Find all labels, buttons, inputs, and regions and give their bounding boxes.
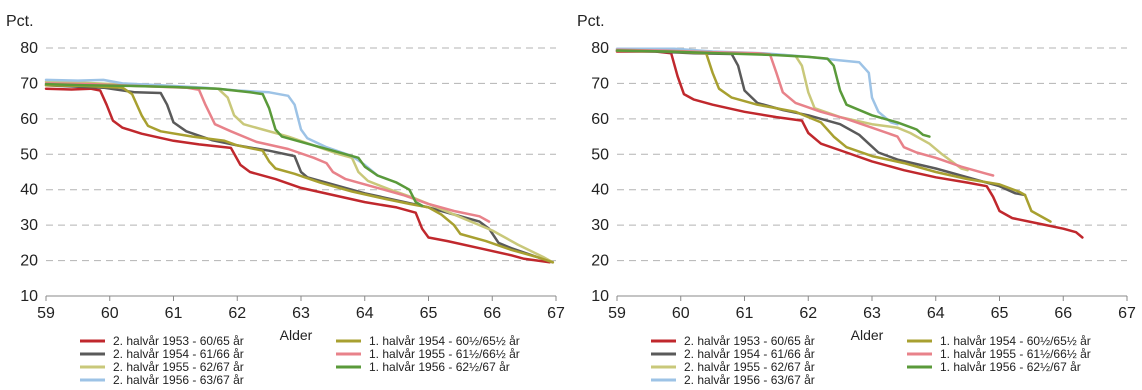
y-tick-label-40: 40: [591, 182, 609, 199]
y-tick-label-60: 60: [20, 111, 38, 128]
chart-panel-right: Pct. 10 20 30 40 50 60 70 80 59 60 61 62 63 64 65 66 67 Al…: [571, 0, 1142, 390]
x-axis-title: Alder: [280, 327, 313, 343]
x-tick-label-63: 63: [863, 305, 881, 322]
line-chart-left: Pct. 10 20 30 40 50 60 70 80 59 60 61 62 63 64 65 66 67 Al…: [6, 13, 565, 387]
x-tick-label-61: 61: [736, 305, 754, 322]
x-tick-label-64: 64: [356, 305, 374, 322]
x-tick-label-66: 66: [483, 305, 501, 322]
legend-label-0: 2. halvår 1953 - 60/65 år: [113, 334, 244, 348]
series-line-5: [615, 48, 995, 177]
y-tick-label-30: 30: [591, 217, 609, 234]
legend-label-5: 1. halvår 1955 - 61½/66½ år: [369, 347, 520, 361]
legend: 2. halvår 1953 - 60/65 år 1. halvår 1954 …: [80, 334, 520, 387]
legend-label-3: 2. halvår 1956 - 63/67 år: [113, 373, 244, 387]
series-line-4: [615, 49, 1052, 223]
x-tick-label-59: 59: [37, 305, 55, 322]
y-tick-label-50: 50: [20, 146, 38, 163]
series-line-4: [44, 83, 555, 264]
series-line-6: [44, 82, 424, 207]
series-line-1: [44, 83, 555, 264]
x-tick-label-67: 67: [547, 305, 565, 322]
chart-panel-left: Pct. 10 20 30 40 50 60 70 80 59 60 61 62 63 64 65 66 67 Al…: [6, 13, 565, 387]
y-tick-label-30: 30: [20, 217, 38, 234]
legend-label-4: 1. halvår 1954 - 60½/65½ år: [369, 334, 520, 348]
y-tick-label-60: 60: [591, 111, 609, 128]
y-tick-label-20: 20: [20, 253, 38, 270]
legend-label-4: 1. halvår 1954 - 60½/65½ år: [940, 334, 1091, 348]
legend-label-6: 1. halvår 1956 - 62½/67 år: [369, 360, 510, 374]
legend-label-3: 2. halvår 1956 - 63/67 år: [684, 373, 815, 387]
legend-label-1: 2. halvår 1954 - 61/66 år: [113, 347, 244, 361]
x-tick-label-62: 62: [799, 305, 817, 322]
y-axis-unit-label: Pct.: [577, 13, 605, 30]
y-axis-unit-label: Pct.: [6, 13, 34, 30]
x-tick-label-65: 65: [420, 305, 438, 322]
y-tick-label-70: 70: [591, 75, 609, 92]
x-tick-label-64: 64: [927, 305, 945, 322]
x-axis-title: Alder: [851, 327, 884, 343]
line-chart-right: Pct. 10 20 30 40 50 60 70 80 59 60 61 62 63 64 65 66 67 Al…: [577, 13, 1136, 387]
series-line-2: [44, 80, 555, 264]
series-line-0: [44, 87, 551, 264]
x-tick-label-67: 67: [1118, 305, 1136, 322]
series-group: [615, 47, 1084, 239]
y-tick-label-10: 10: [591, 288, 609, 305]
legend-label-6: 1. halvår 1956 - 62½/67 år: [940, 360, 1081, 374]
y-tick-label-80: 80: [591, 40, 609, 57]
legend-label-5: 1. halvår 1955 - 61½/66½ år: [940, 347, 1091, 361]
legend-label-0: 2. halvår 1953 - 60/65 år: [684, 334, 815, 348]
legend: 2. halvår 1953 - 60/65 år 1. halvår 1954 …: [651, 334, 1091, 387]
legend-label-2: 2. halvår 1955 - 62/67 år: [684, 360, 815, 374]
x-tick-label-62: 62: [228, 305, 246, 322]
y-tick-label-20: 20: [591, 253, 609, 270]
series-group: [44, 78, 555, 264]
legend-label-2: 2. halvår 1955 - 62/67 år: [113, 360, 244, 374]
y-tick-label-50: 50: [591, 146, 609, 163]
y-tick-label-10: 10: [20, 288, 38, 305]
series-line-3: [44, 78, 389, 181]
x-tick-label-60: 60: [101, 305, 119, 322]
x-tick-label-65: 65: [991, 305, 1009, 322]
x-tick-label-60: 60: [672, 305, 690, 322]
x-tick-label-61: 61: [165, 305, 183, 322]
legend-label-1: 2. halvår 1954 - 61/66 år: [684, 347, 815, 361]
y-tick-label-70: 70: [20, 75, 38, 92]
series-line-6: [615, 49, 931, 138]
x-tick-label-59: 59: [608, 305, 626, 322]
x-tick-label-66: 66: [1054, 305, 1072, 322]
y-tick-label-80: 80: [20, 40, 38, 57]
series-line-0: [615, 50, 1084, 239]
x-tick-label-63: 63: [292, 305, 310, 322]
y-tick-label-40: 40: [20, 182, 38, 199]
